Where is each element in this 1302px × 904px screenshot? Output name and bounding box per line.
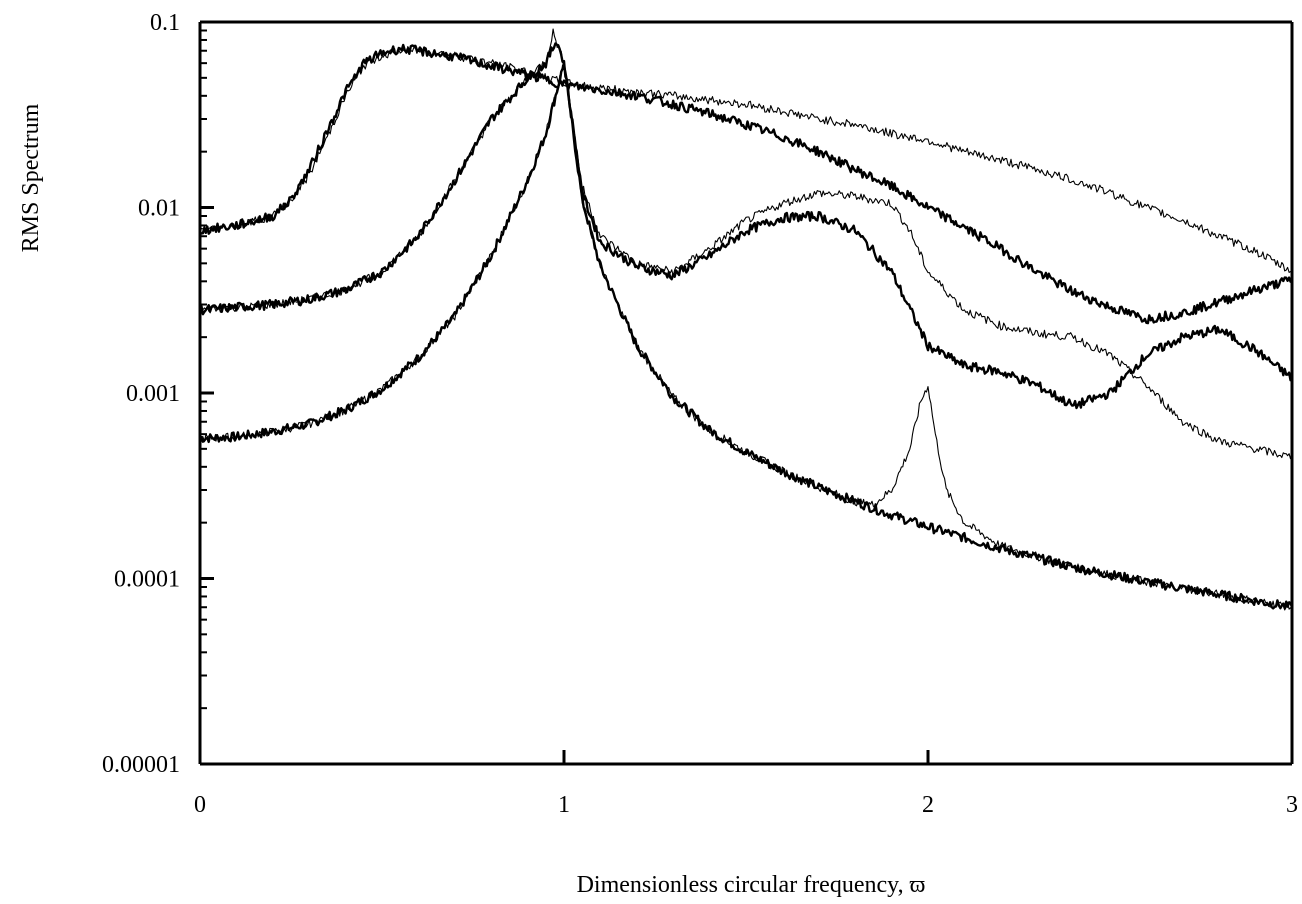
- x-axis-title: Dimensionless circular frequency, ϖ: [577, 872, 926, 898]
- y-tick-label: 0.0001: [114, 567, 180, 593]
- x-tick-labels: 0 1 2 3: [194, 792, 1298, 818]
- y-tick-label: 0.001: [126, 381, 180, 407]
- major-tick-layer: [198, 20, 1294, 766]
- series-layer: [198, 28, 1294, 611]
- series-line-6-thin: [199, 46, 1293, 273]
- series-line-1-thick: [199, 64, 1294, 610]
- y-tick-labels: 0.00001 0.0001 0.001 0.01 0.1: [102, 10, 180, 778]
- x-tick-label: 1: [558, 792, 570, 818]
- y-tick-label: 0.00001: [102, 752, 180, 778]
- x-tick-label: 0: [194, 792, 206, 818]
- series-line-2-thin: [199, 64, 1293, 611]
- series-line-4-thin: [199, 28, 1293, 460]
- series-line-5-thick: [199, 43, 1294, 325]
- x-tick-label: 2: [922, 792, 934, 818]
- y-tick-label: 0.01: [138, 196, 180, 222]
- series-line-3-thick: [198, 42, 1293, 410]
- x-tick-label: 3: [1286, 792, 1298, 818]
- y-tick-label: 0.1: [150, 10, 180, 36]
- y-axis-title: RMS Spectrum: [18, 103, 44, 252]
